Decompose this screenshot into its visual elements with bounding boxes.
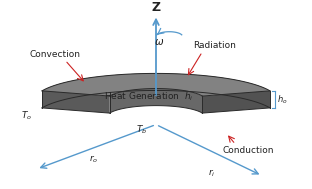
Text: Radiation: Radiation [193,41,236,50]
Text: Convection: Convection [29,50,80,59]
Polygon shape [42,73,270,108]
Text: $T_b$: $T_b$ [136,124,147,136]
Text: $r_o$: $r_o$ [89,154,98,165]
Text: $T_o$: $T_o$ [22,110,32,122]
Text: Conduction: Conduction [222,146,274,155]
Polygon shape [202,91,270,113]
Polygon shape [42,91,110,113]
Polygon shape [110,89,202,113]
Text: Heat Generation  $h_i$: Heat Generation $h_i$ [104,91,193,103]
Text: Z: Z [151,1,161,14]
Text: $r_i$: $r_i$ [208,167,216,179]
Text: $\omega$: $\omega$ [154,37,164,47]
Text: $h_o$: $h_o$ [277,93,287,106]
Polygon shape [42,73,270,96]
